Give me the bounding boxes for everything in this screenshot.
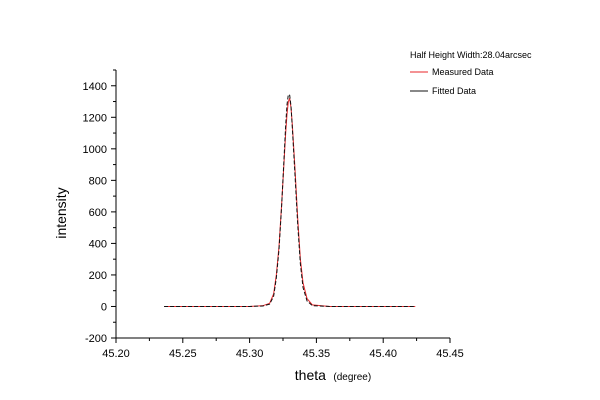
y-tick-label: 600: [89, 207, 107, 219]
x-tick-label: 45.45: [436, 348, 464, 360]
x-axis-title-unit: (degree): [333, 372, 371, 383]
x-tick-label: 45.40: [369, 348, 397, 360]
y-tick-label: 1000: [83, 144, 107, 156]
legend-header: Half Height Width:28.04arcsec: [410, 50, 532, 60]
y-tick-label: 0: [101, 301, 107, 313]
y-tick-label: 400: [89, 238, 107, 250]
plot-lines: [164, 93, 416, 307]
y-axis: -200 0 200 400 600 800 1000 1200 1400: [83, 69, 116, 345]
legend: Half Height Width:28.04arcsec Measured D…: [410, 50, 532, 96]
y-tick-label: 800: [89, 175, 107, 187]
y-tick-label: 200: [89, 270, 107, 282]
y-tick-label: 1200: [83, 112, 107, 124]
measured-data-line: [164, 97, 416, 307]
plot-frame: [115, 70, 450, 339]
legend-label-fitted: Fitted Data: [432, 86, 476, 96]
y-tick-label: 1400: [83, 81, 107, 93]
x-tick-label: 45.25: [169, 348, 197, 360]
x-tick-label: 45.35: [303, 348, 331, 360]
y-tick-label: -200: [85, 333, 107, 345]
fitted-data-line: [164, 93, 416, 307]
x-axis-title: theta (degree): [295, 367, 371, 384]
legend-label-measured: Measured Data: [432, 67, 494, 77]
x-axis-title-main: theta: [295, 367, 326, 383]
x-tick-label: 45.20: [102, 348, 130, 360]
x-tick-label: 45.30: [236, 348, 264, 360]
y-axis-title: intensity: [53, 187, 69, 238]
x-axis: 45.20 45.25 45.30 45.35 45.40 45.45: [102, 338, 464, 360]
